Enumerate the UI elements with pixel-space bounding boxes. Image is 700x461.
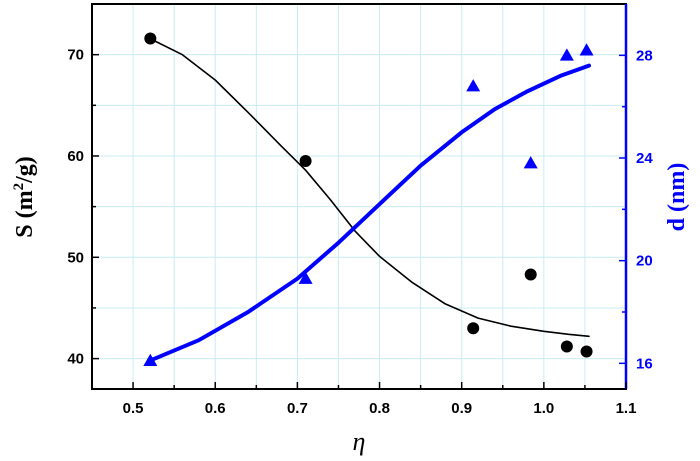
x-tick-label: 0.6 <box>205 400 226 417</box>
right-axis-ticks: 16 20 24 28 <box>619 47 653 372</box>
size-point <box>559 48 574 61</box>
left-tick-label: 50 <box>67 249 84 266</box>
left-tick-label: 70 <box>67 47 84 64</box>
x-axis-ticks: 0.5 0.6 0.7 0.8 0.9 1.0 1.1 <box>91 382 637 417</box>
left-tick-label: 40 <box>67 351 84 368</box>
right-axis-title: d (nm) <box>664 163 690 232</box>
x-axis-title: η <box>353 427 366 456</box>
surface-area-point <box>524 268 537 281</box>
size-point <box>298 271 313 284</box>
surface-area-point <box>144 32 157 45</box>
fit-curves <box>147 37 591 363</box>
x-tick-label: 1.1 <box>616 400 637 417</box>
left-axis-ticks: 40 50 60 70 <box>67 47 99 368</box>
size-point <box>523 156 538 169</box>
left-tick-label: 60 <box>67 148 84 165</box>
surface-area-point <box>299 155 312 168</box>
left-axis-title: S (m2/g) <box>11 156 38 238</box>
surface-area-point <box>580 345 593 358</box>
size-fit-curve <box>147 63 591 363</box>
x-tick-label: 0.7 <box>287 400 308 417</box>
data-points <box>143 32 594 367</box>
right-tick-label: 28 <box>636 47 653 64</box>
x-tick-label: 0.8 <box>369 400 390 417</box>
size-point <box>143 353 158 367</box>
surface-area-fit-curve <box>148 37 590 338</box>
surface-area-point <box>560 340 573 353</box>
size-point <box>466 79 481 92</box>
right-tick-label: 24 <box>636 150 653 167</box>
x-tick-label: 0.9 <box>451 400 472 417</box>
x-tick-label: 1.0 <box>533 400 554 417</box>
surface-area-point <box>467 322 480 335</box>
right-tick-label: 20 <box>636 253 653 270</box>
right-tick-label: 16 <box>636 355 653 372</box>
x-tick-label: 0.5 <box>123 400 144 417</box>
size-point <box>579 43 594 56</box>
